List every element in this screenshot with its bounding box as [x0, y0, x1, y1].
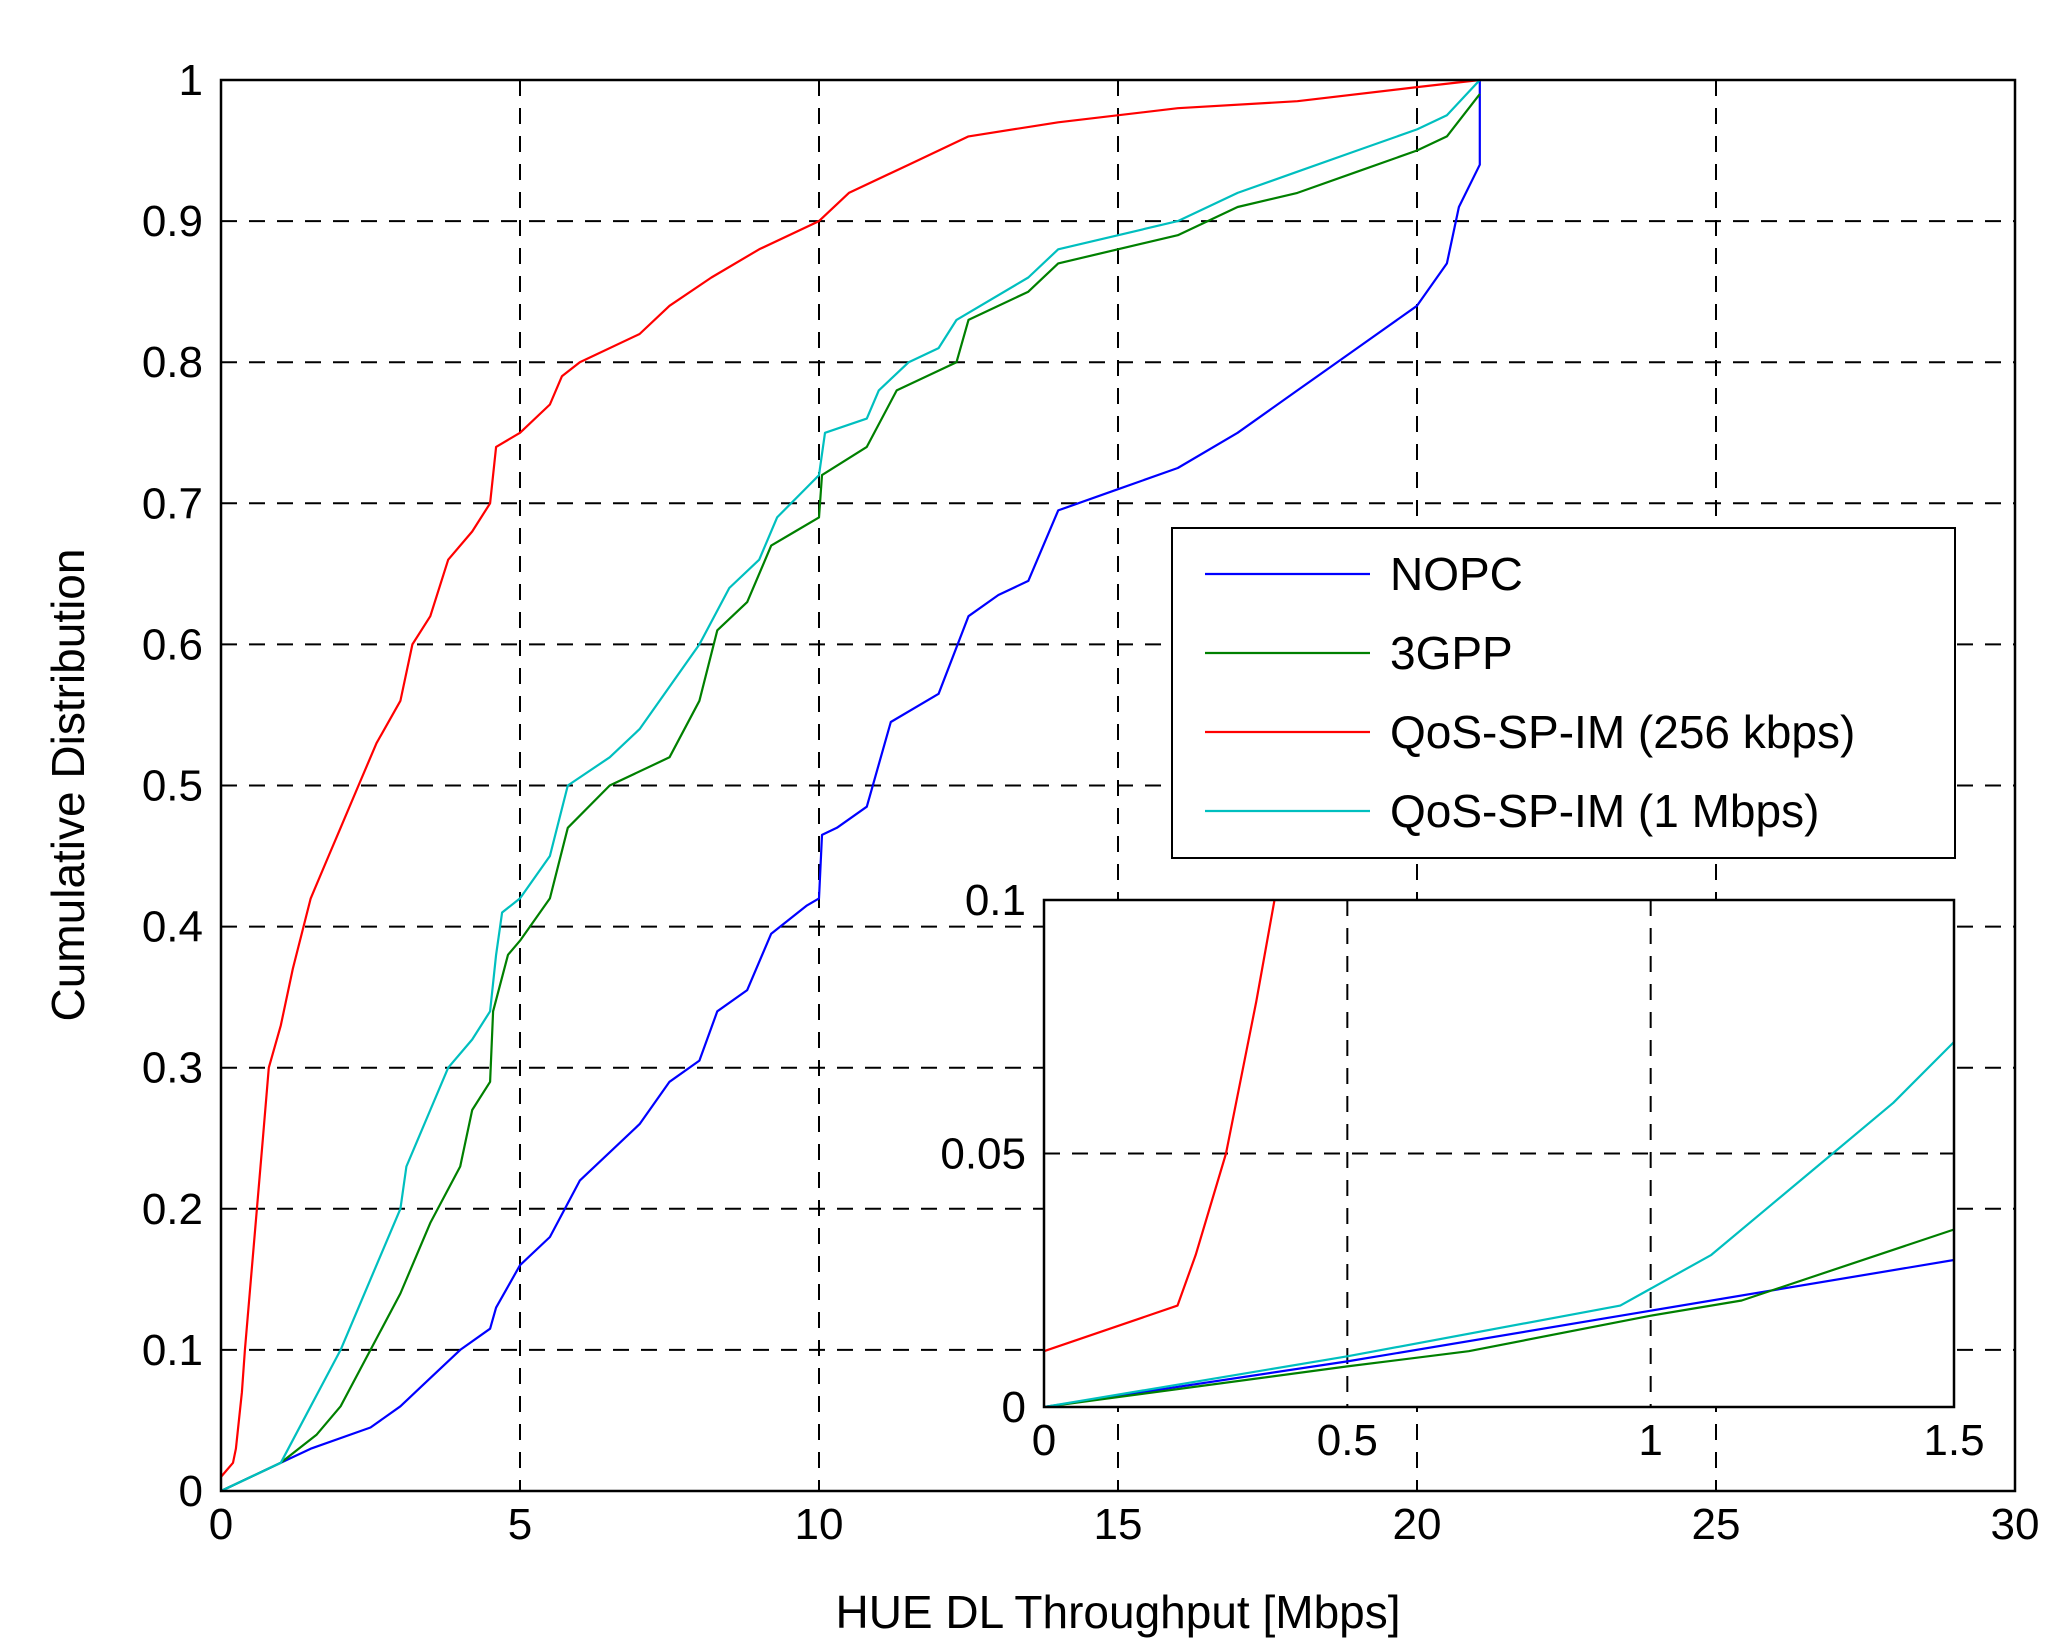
main-y-tick-labels: 0 0.1 0.2 0.3 0.4 0.5 0.6 0.7 0.8 0.9 1 — [142, 56, 203, 1516]
main-x-tick-label: 25 — [1692, 1500, 1741, 1549]
main-y-tick-label: 0.9 — [142, 197, 203, 246]
inset-plot-frame — [1042, 898, 1956, 1409]
main-y-tick-label: 0.6 — [142, 620, 203, 669]
main-y-tick-label: 1 — [179, 56, 203, 105]
main-y-tick-label: 0.1 — [142, 1326, 203, 1375]
inset-grid — [1044, 900, 1954, 1407]
inset-series-3gpp — [1044, 1228, 1954, 1407]
legend-label-qos-256kbps: QoS-SP-IM (256 kbps) — [1390, 706, 1855, 758]
inset-y-tick-label: 0.1 — [965, 876, 1026, 925]
inset-series-qos-sp-im-1-mbps — [1044, 1041, 1954, 1407]
main-y-tick-label: 0.4 — [142, 903, 203, 952]
main-series-qos-sp-im-1-mbps — [220, 79, 1481, 1492]
inset-x-tick-label: 0 — [1032, 1416, 1056, 1465]
inset-y-tick-labels: 0 0.05 0.1 — [940, 876, 1026, 1432]
main-x-tick-label: 5 — [508, 1500, 532, 1549]
main-x-tick-label: 0 — [209, 1500, 233, 1549]
inset-y-tick-label: 0.05 — [940, 1130, 1026, 1179]
main-x-tick-label: 20 — [1393, 1500, 1442, 1549]
inset-x-tick-labels: 0 0.5 1 1.5 — [1032, 1416, 1985, 1465]
main-y-tick-label: 0 — [179, 1467, 203, 1516]
main-x-tick-label: 15 — [1094, 1500, 1143, 1549]
main-series-nopc — [220, 80, 1481, 1492]
main-y-tick-label: 0.8 — [142, 338, 203, 387]
inset-x-tick-label: 1 — [1638, 1416, 1662, 1465]
main-plot-frame — [219, 78, 2017, 1493]
legend-label-nopc: NOPC — [1390, 548, 1523, 600]
inset-series-nopc — [1044, 1258, 1954, 1407]
legend: NOPC 3GPP QoS-SP-IM (256 kbps) QoS-SP-IM… — [1171, 527, 1956, 859]
main-series-group — [220, 78, 1481, 1492]
main-series-3gpp — [220, 93, 1481, 1492]
main-y-tick-label: 0.5 — [142, 762, 203, 811]
main-y-tick-label: 0.3 — [142, 1044, 203, 1093]
main-y-tick-label: 0.2 — [142, 1185, 203, 1234]
inset-x-tick-label: 1.5 — [1923, 1416, 1984, 1465]
legend-box — [1171, 527, 1956, 859]
inset-y-tick-label: 0 — [1002, 1383, 1026, 1432]
main-x-tick-label: 30 — [1991, 1500, 2040, 1549]
x-axis-label: HUE DL Throughput [Mbps] — [835, 1586, 1400, 1638]
main-x-tick-label: 10 — [795, 1500, 844, 1549]
main-series-qos-sp-im-256-kbps — [220, 78, 1480, 1478]
legend-label-3gpp: 3GPP — [1390, 627, 1513, 679]
legend-label-qos-1mbps: QoS-SP-IM (1 Mbps) — [1390, 785, 1819, 837]
inset-x-tick-label: 0.5 — [1317, 1416, 1378, 1465]
main-x-tick-labels: 0 5 10 15 20 25 30 — [209, 1500, 2040, 1549]
inset-series-group — [1044, 900, 1954, 1407]
inset-series-qos-sp-im-256-kbps — [1044, 900, 1276, 1353]
main-y-tick-label: 0.7 — [142, 479, 203, 528]
y-axis-label: Cumulative Distribution — [42, 549, 94, 1022]
